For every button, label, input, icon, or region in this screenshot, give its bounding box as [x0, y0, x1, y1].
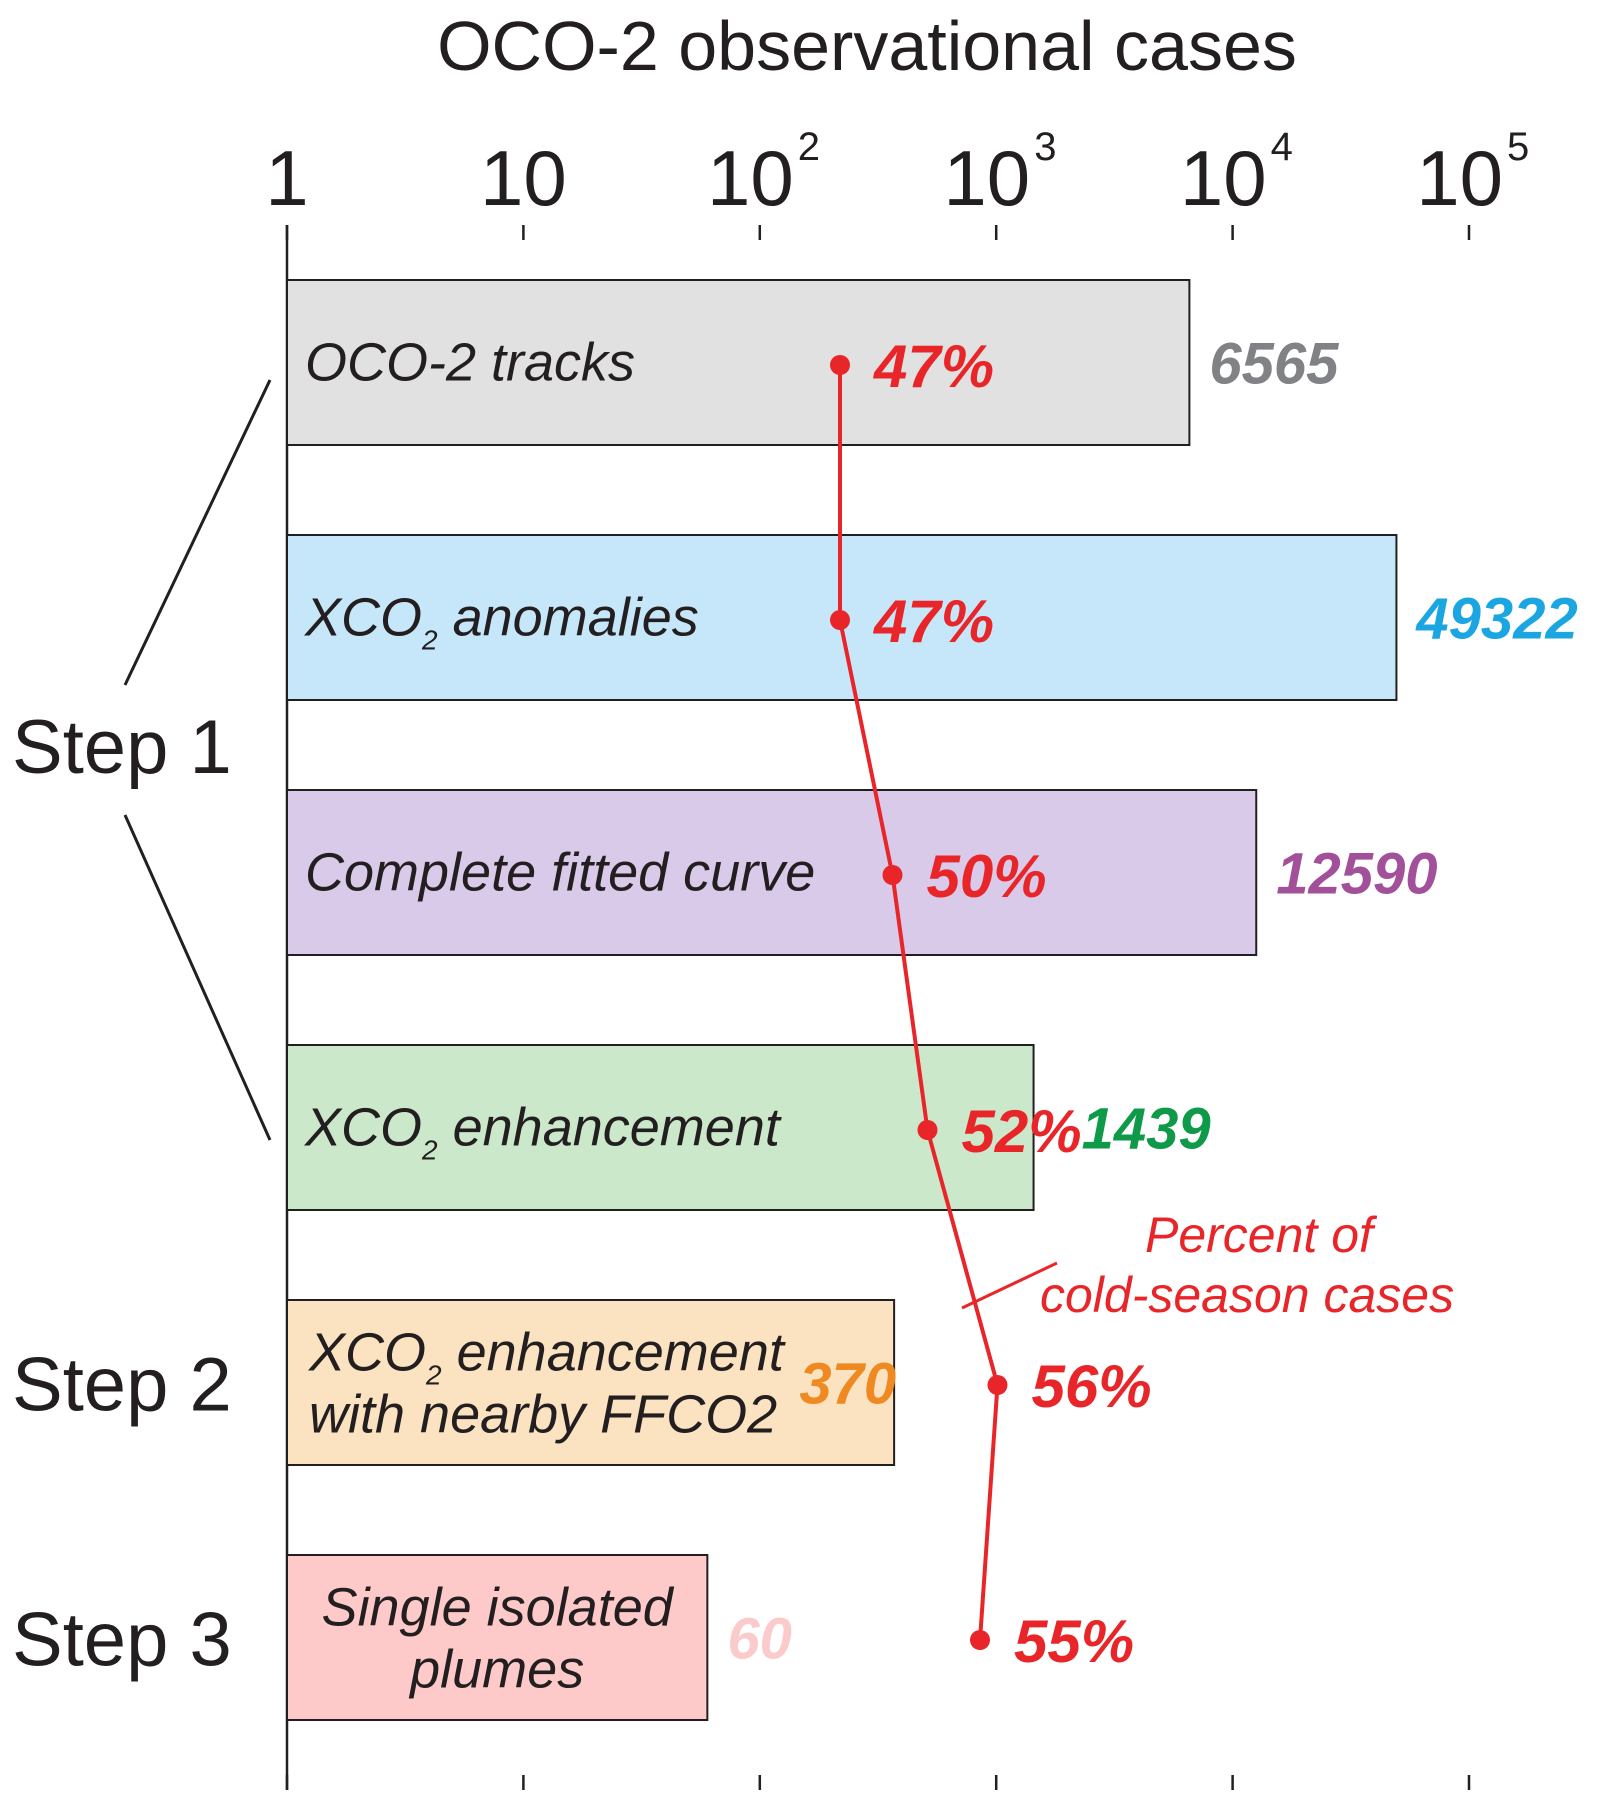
annotation-text: Percent of	[1145, 1207, 1378, 1263]
bar-category-label: Complete fitted curve	[305, 843, 815, 903]
step-label: Step 2	[12, 1343, 232, 1428]
bar	[286, 1299, 896, 1466]
percent-point	[970, 1630, 990, 1650]
bar-value-label: 6565	[1209, 332, 1339, 397]
percent-point	[830, 610, 850, 630]
x-tick-label: 10	[1416, 134, 1503, 222]
bar	[286, 789, 1258, 956]
bar-value-label: 1439	[1082, 1097, 1211, 1162]
bar-value-label: 370	[799, 1352, 896, 1417]
step-bracket-line	[123, 379, 272, 686]
bar-value-label: 12590	[1276, 842, 1437, 907]
percent-line	[838, 365, 1000, 1641]
chart-title: OCO-2 observational cases	[437, 7, 1297, 85]
bar-category-label: OCO-2 tracks	[305, 333, 635, 393]
percent-point	[917, 1120, 938, 1140]
step-label: Step 1	[12, 705, 232, 790]
x-tick-label: 1	[265, 134, 308, 222]
percent-label: 52%	[962, 1098, 1082, 1165]
x-tick-exponent: 4	[1271, 125, 1293, 169]
percent-label: 47%	[873, 588, 994, 655]
bar-category-label: XCO2 enhancement	[307, 1323, 786, 1391]
percent-label: 55%	[1014, 1608, 1134, 1675]
percent-label: 47%	[873, 333, 994, 400]
annotation-text: cold-season cases	[1040, 1267, 1454, 1323]
step-label: Step 3	[12, 1598, 232, 1683]
percent-point	[987, 1375, 1008, 1395]
percent-label: 56%	[1032, 1353, 1152, 1420]
annotation-leader	[961, 1261, 1058, 1310]
bar-category-label: XCO2 anomalies	[303, 588, 699, 656]
x-tick-label: 10	[707, 134, 794, 222]
percent-label: 50%	[927, 843, 1047, 910]
bar-category-label: plumes	[408, 1640, 584, 1700]
bar-category-label: Single isolated	[322, 1578, 675, 1638]
x-tick-label: 10	[1180, 134, 1267, 222]
x-tick-label: 10	[480, 134, 567, 222]
bar	[286, 1044, 1035, 1211]
step-bracket-line	[123, 814, 272, 1141]
percent-point	[882, 865, 903, 885]
bar	[286, 1554, 709, 1721]
bar-value-label: 49322	[1415, 587, 1577, 652]
bar-category-label: XCO2 enhancement	[303, 1098, 782, 1166]
x-tick-exponent: 3	[1034, 125, 1056, 169]
bar-category-label: with nearby FFCO2	[309, 1385, 777, 1445]
x-tick-exponent: 2	[798, 125, 820, 169]
x-tick-label: 10	[943, 134, 1030, 222]
bar	[286, 279, 1191, 446]
percent-point	[830, 355, 850, 375]
bar-value-label: 60	[727, 1607, 792, 1672]
x-tick-exponent: 5	[1507, 125, 1529, 169]
